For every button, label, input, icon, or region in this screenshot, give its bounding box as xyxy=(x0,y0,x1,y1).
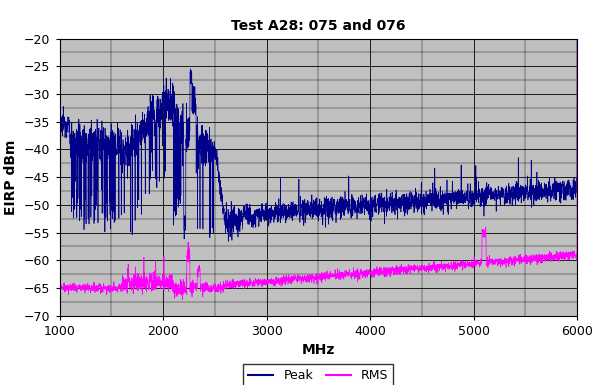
Title: Test A28: 075 and 076: Test A28: 075 and 076 xyxy=(231,19,406,33)
Legend: Peak, RMS: Peak, RMS xyxy=(243,364,393,385)
X-axis label: MHz: MHz xyxy=(302,343,335,357)
Y-axis label: EIRP dBm: EIRP dBm xyxy=(4,139,18,215)
